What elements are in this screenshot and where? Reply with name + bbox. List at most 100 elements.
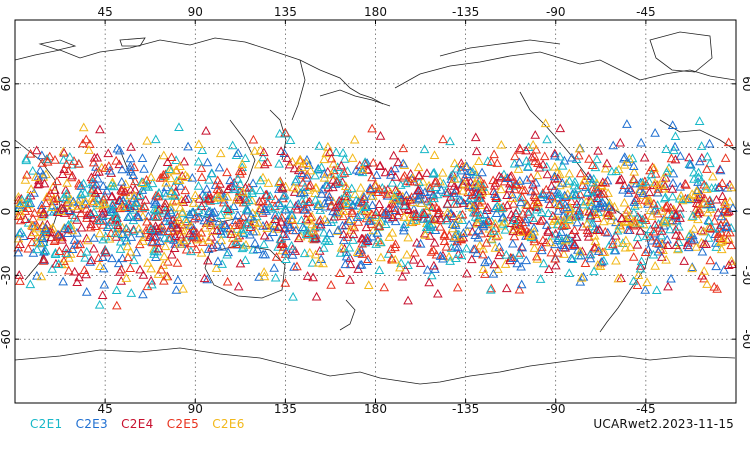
observation-marker bbox=[567, 152, 577, 162]
observation-marker bbox=[593, 246, 604, 255]
observation-marker bbox=[553, 205, 564, 215]
observation-marker bbox=[222, 192, 233, 201]
observation-marker bbox=[666, 153, 677, 163]
observation-marker bbox=[279, 189, 290, 199]
observation-marker bbox=[81, 269, 91, 279]
observation-marker bbox=[331, 147, 342, 157]
observation-marker bbox=[408, 254, 419, 264]
observation-marker bbox=[97, 208, 108, 218]
lon-tick-label-top: -90 bbox=[546, 5, 566, 19]
observation-marker bbox=[235, 258, 246, 268]
observation-marker bbox=[171, 195, 182, 205]
observation-marker bbox=[432, 189, 443, 199]
observation-marker bbox=[543, 208, 554, 218]
observation-marker bbox=[177, 208, 188, 218]
observation-marker bbox=[85, 222, 96, 232]
observation-marker bbox=[197, 145, 208, 155]
observation-marker bbox=[686, 159, 696, 169]
observation-marker bbox=[513, 164, 524, 173]
observation-marker bbox=[716, 244, 727, 254]
observation-marker bbox=[351, 195, 362, 205]
observation-marker bbox=[259, 271, 270, 281]
observation-marker bbox=[259, 230, 270, 240]
observation-marker bbox=[529, 243, 540, 252]
observation-marker bbox=[429, 237, 440, 247]
observation-marker bbox=[130, 176, 140, 186]
observation-marker bbox=[122, 241, 133, 251]
observation-marker bbox=[45, 206, 55, 216]
observation-marker bbox=[521, 145, 531, 155]
observation-marker bbox=[668, 168, 679, 178]
observation-marker bbox=[696, 225, 707, 235]
observation-marker bbox=[94, 200, 105, 210]
observation-marker bbox=[15, 199, 25, 209]
observation-marker bbox=[296, 168, 307, 178]
observation-marker bbox=[338, 235, 349, 245]
observation-marker bbox=[489, 149, 499, 159]
observation-marker bbox=[521, 255, 532, 265]
observation-marker bbox=[536, 242, 547, 251]
observation-marker bbox=[671, 224, 681, 234]
observation-marker bbox=[473, 232, 484, 242]
observation-marker bbox=[69, 266, 80, 276]
observation-marker bbox=[617, 213, 627, 223]
observation-marker bbox=[517, 217, 528, 227]
observation-marker bbox=[367, 209, 377, 219]
observation-marker bbox=[249, 146, 260, 155]
observation-marker bbox=[94, 299, 105, 309]
observation-marker bbox=[550, 150, 560, 160]
observation-marker bbox=[206, 220, 216, 230]
observation-marker bbox=[253, 218, 264, 228]
observation-marker bbox=[526, 152, 537, 162]
observation-marker bbox=[49, 185, 60, 194]
observation-marker bbox=[150, 231, 161, 241]
observation-marker bbox=[299, 205, 310, 214]
observation-marker bbox=[571, 199, 582, 208]
observation-marker bbox=[430, 178, 441, 187]
observation-marker bbox=[233, 281, 244, 291]
observation-marker bbox=[269, 263, 280, 272]
observation-marker bbox=[629, 166, 640, 176]
observation-marker bbox=[670, 131, 681, 141]
observation-marker bbox=[561, 220, 572, 229]
observation-marker bbox=[493, 264, 503, 273]
observation-marker bbox=[171, 155, 181, 165]
observation-marker bbox=[598, 216, 609, 226]
observation-marker bbox=[549, 148, 560, 158]
observation-marker bbox=[533, 158, 543, 168]
observation-marker bbox=[486, 228, 496, 237]
observation-marker bbox=[225, 175, 236, 185]
observation-marker bbox=[472, 218, 483, 228]
observation-marker bbox=[356, 259, 367, 269]
observation-marker bbox=[146, 172, 156, 181]
observation-marker bbox=[106, 180, 116, 190]
observation-marker bbox=[649, 205, 660, 215]
observation-marker bbox=[705, 158, 715, 168]
observation-marker bbox=[608, 140, 619, 150]
observation-marker bbox=[349, 134, 360, 144]
observation-marker bbox=[494, 250, 504, 260]
observation-marker bbox=[42, 154, 53, 163]
observation-marker bbox=[549, 161, 560, 171]
observation-marker bbox=[586, 200, 597, 210]
observation-marker bbox=[315, 205, 326, 214]
observation-marker bbox=[161, 182, 172, 192]
observation-marker bbox=[569, 225, 580, 234]
observation-marker bbox=[566, 253, 577, 263]
observation-marker bbox=[647, 211, 657, 220]
observation-marker bbox=[268, 227, 279, 237]
observation-marker bbox=[628, 161, 639, 170]
observation-marker bbox=[486, 157, 497, 166]
observation-marker bbox=[702, 164, 712, 173]
observation-marker bbox=[158, 169, 169, 179]
observation-marker bbox=[355, 182, 366, 192]
observation-marker bbox=[164, 233, 175, 242]
observation-marker bbox=[721, 222, 731, 231]
observation-marker bbox=[340, 259, 351, 269]
observation-marker bbox=[166, 207, 177, 217]
observation-marker bbox=[275, 234, 286, 243]
observation-marker bbox=[270, 214, 281, 224]
observation-marker bbox=[308, 225, 318, 235]
observation-marker bbox=[126, 232, 137, 241]
observation-marker bbox=[422, 264, 433, 274]
